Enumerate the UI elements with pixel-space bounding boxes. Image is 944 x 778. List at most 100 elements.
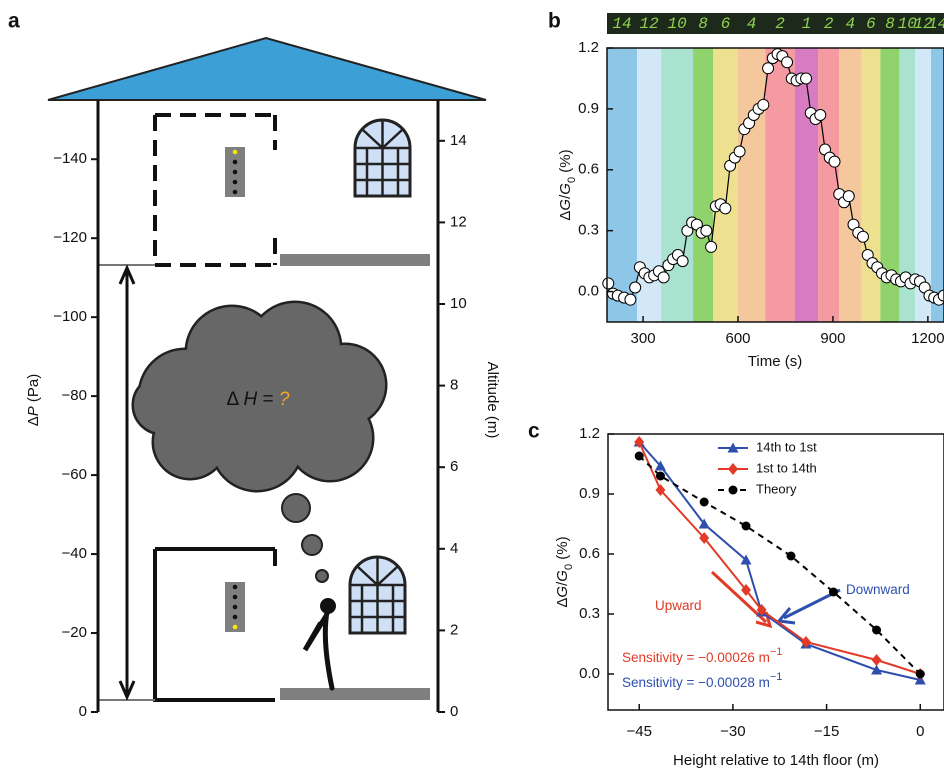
- y-axis-title-part: 0: [566, 177, 578, 183]
- indicator: [232, 179, 238, 185]
- x-tick-label: 0: [916, 723, 924, 740]
- y-axis-title-part: /: [557, 194, 574, 199]
- annotation: Downward: [846, 582, 910, 597]
- data-point: [602, 277, 615, 290]
- x-axis-title: Time (s): [748, 353, 802, 370]
- floor-display-label: 14: [928, 15, 944, 33]
- x-axis-title: Height relative to 14th floor (m): [673, 752, 879, 769]
- x-tick-label: 900: [820, 330, 845, 347]
- y-tick-label: 0.3: [578, 222, 599, 239]
- legend-label: 1st to 14th: [756, 460, 817, 475]
- window: [348, 555, 407, 635]
- data-point: [655, 484, 666, 496]
- data-point: [762, 62, 775, 75]
- data-point: [733, 145, 746, 158]
- y-axis-title-part: Δ: [557, 211, 574, 221]
- floor-band: [794, 48, 819, 322]
- cloud-text: Δ H = ?: [227, 389, 290, 410]
- y-tick-label: −100: [53, 308, 87, 325]
- annotation: Upward: [655, 598, 702, 613]
- y2-tick-label: 14: [450, 132, 467, 149]
- data-point: [634, 436, 645, 448]
- y-axis-title-part: (%): [554, 536, 571, 564]
- y2-tick-label: 2: [450, 621, 458, 638]
- x-tick-label: −45: [627, 723, 652, 740]
- legend-label: Theory: [756, 481, 797, 496]
- annotation-part: Sensitivity = −0.00026 m: [622, 650, 770, 665]
- plot-frame: [606, 47, 944, 323]
- data-point: [741, 584, 752, 596]
- cloud-text-part: =: [257, 389, 279, 410]
- y-tick-label: 0.9: [579, 485, 600, 502]
- floor-band: [861, 48, 881, 322]
- floor-display-label: 12: [639, 15, 659, 33]
- data-point: [828, 587, 838, 597]
- thought-bubble: [315, 569, 329, 583]
- data-point: [872, 625, 882, 635]
- display-strip: [607, 13, 944, 34]
- thought-bubble: [301, 534, 323, 556]
- data-point: [705, 240, 718, 253]
- floor: [280, 688, 430, 700]
- upper-room: [153, 113, 277, 267]
- floor-display-label: 10: [898, 15, 918, 33]
- data-point: [800, 72, 813, 85]
- legend-label: 14th to 1st: [756, 439, 817, 454]
- y-tick-label: 1.2: [579, 425, 600, 442]
- floor-band: [880, 48, 900, 322]
- indicator: [232, 624, 238, 630]
- y-tick-label: 0.6: [579, 545, 600, 562]
- roof: [47, 36, 487, 101]
- annotation: Sensitivity = −0.00026 m−1: [622, 646, 782, 665]
- floor-display-label: 4: [846, 15, 856, 33]
- person: [302, 609, 335, 691]
- y-axis-title-part: (Pa): [25, 374, 42, 407]
- data-point: [698, 518, 710, 529]
- y-axis-title-part: /: [554, 581, 571, 586]
- window: [353, 118, 412, 198]
- data-point: [842, 190, 855, 203]
- y2-tick-label: 6: [450, 458, 458, 475]
- y-tick-label: 1.2: [578, 39, 599, 56]
- plot-frame: [607, 433, 944, 711]
- upward-arrow: [710, 570, 773, 629]
- data-point: [871, 664, 883, 675]
- cloud-text-part: ?: [279, 389, 290, 410]
- house-drawing: [47, 36, 487, 702]
- data-point: [655, 471, 665, 481]
- person-head: [320, 598, 336, 614]
- y-axis-title: ΔG/G0 (%): [557, 149, 578, 220]
- data-point: [699, 497, 709, 507]
- y-tick-label: −120: [53, 229, 87, 246]
- y-axis-title: ΔG/G0 (%): [554, 536, 575, 607]
- y2-tick-label: 4: [450, 540, 458, 557]
- series-line: [638, 441, 921, 675]
- data-point: [700, 224, 713, 237]
- indicator: [232, 169, 238, 175]
- indicator: [232, 584, 238, 590]
- floor-band: [693, 48, 714, 322]
- x-tick-label: 300: [631, 330, 656, 347]
- floor-display-label: 14: [612, 15, 631, 33]
- lower-room: [153, 547, 277, 702]
- floor-band: [607, 48, 638, 322]
- indicator: [232, 149, 238, 155]
- panel-label: c: [528, 420, 540, 443]
- data-point: [741, 521, 751, 531]
- floor-display-label: 8: [885, 15, 895, 33]
- cloud-text-part: Δ: [227, 389, 244, 410]
- indicator: [232, 189, 238, 195]
- floor-band: [915, 48, 932, 322]
- height-arrow: [118, 264, 136, 701]
- y-axis-title-part: P: [25, 406, 42, 416]
- y2-tick-label: 8: [450, 377, 458, 394]
- x-tick-label: −15: [814, 723, 839, 740]
- y-tick-label: 0.9: [578, 100, 599, 117]
- floor-display-label: 1: [802, 15, 812, 33]
- y2-axis-title: Altitude (m): [484, 362, 501, 439]
- indicator: [232, 159, 238, 165]
- y-tick-label: −60: [62, 466, 87, 483]
- legend-marker: [728, 485, 738, 495]
